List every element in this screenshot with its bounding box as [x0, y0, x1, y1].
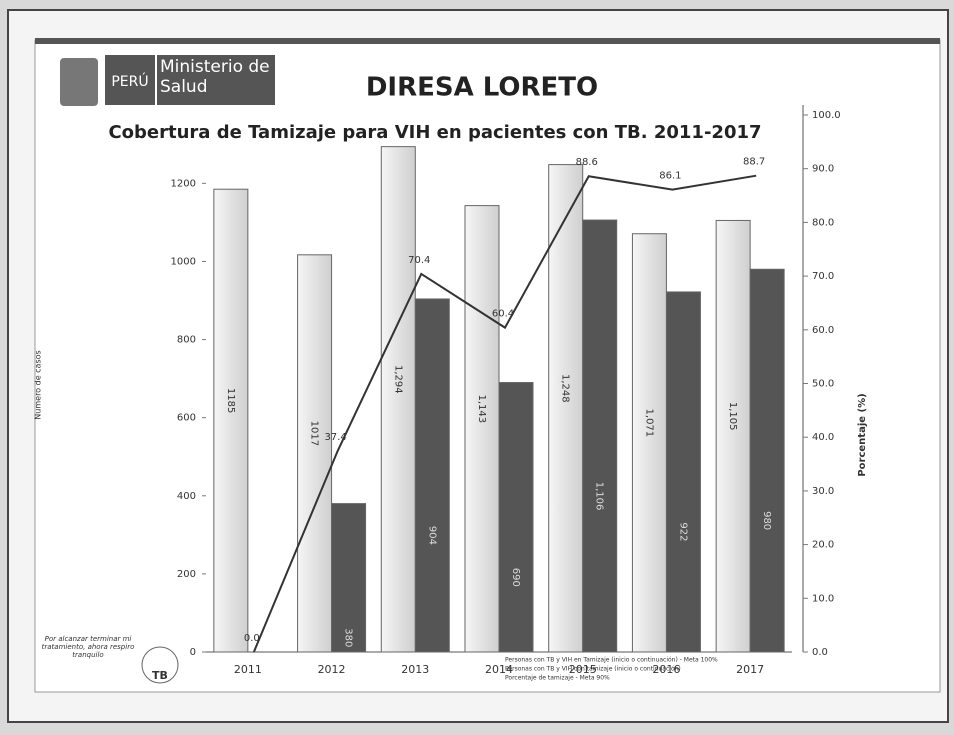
- bar: [716, 220, 750, 652]
- bar: [499, 383, 533, 652]
- y-axis-label: Numero de casos: [34, 350, 43, 419]
- bar-value-label: 1,294: [392, 365, 403, 394]
- y2-tick-label: 100.0: [812, 110, 841, 121]
- y2-tick-label: 40.0: [812, 432, 834, 443]
- bar: [415, 299, 449, 652]
- bar-value-label: 1017: [309, 421, 320, 446]
- y-tick-label: 1000: [171, 256, 196, 267]
- legend-entry: Personas con TB y VIH con tamizaje (inic…: [505, 666, 681, 673]
- y2-axis-label: Porcentaje (%): [857, 393, 868, 476]
- bar: [214, 189, 248, 652]
- y2-tick-label: 30.0: [812, 486, 834, 497]
- y-tick-label: 600: [177, 413, 196, 424]
- slide-top-band: [35, 38, 940, 44]
- bar: [465, 206, 499, 652]
- bar: [632, 234, 666, 652]
- bar-value-label: 904: [426, 526, 437, 545]
- y2-tick-label: 10.0: [812, 593, 834, 604]
- legend-entry: Personas con TB y VIH en Tamizaje (inici…: [505, 657, 718, 664]
- legend-entry: Porcentaje de tamizaje - Meta 90%: [505, 675, 610, 682]
- y2-tick-label: 20.0: [812, 540, 834, 551]
- y-tick-label: 800: [177, 335, 196, 346]
- slogan-box: Por alcanzar terminar mi tratamiento, ah…: [38, 635, 138, 685]
- bar-value-label: 1,105: [727, 402, 738, 431]
- bar-value-label: 1185: [225, 388, 236, 413]
- bar: [583, 220, 617, 652]
- y-tick-label: 400: [177, 491, 196, 502]
- bar: [298, 255, 332, 652]
- y-tick-label: 0: [190, 647, 196, 658]
- bar-value-label: 922: [677, 522, 688, 541]
- x-tick-label: 2012: [318, 663, 346, 676]
- y2-tick-label: 0.0: [812, 647, 828, 658]
- bar-value-label: 380: [343, 628, 354, 647]
- coat-of-arms: [60, 58, 98, 106]
- x-tick-label: 2011: [234, 663, 262, 676]
- bar-value-label: 980: [761, 511, 772, 530]
- bar-value-label: 1,248: [560, 374, 571, 403]
- y2-tick-label: 60.0: [812, 325, 834, 336]
- peru-label: PERÚ: [111, 72, 148, 90]
- line-value-label: 86.1: [659, 171, 681, 182]
- bar-value-label: 1,071: [643, 409, 654, 438]
- ministry-box: Ministerio de Salud: [160, 57, 274, 105]
- ministry-label: Ministerio de Salud: [160, 57, 274, 97]
- x-tick-label: 2013: [401, 663, 429, 676]
- x-tick-label: 2017: [736, 663, 764, 676]
- y2-tick-label: 90.0: [812, 164, 834, 175]
- slogan: Por alcanzar terminar mi tratamiento, ah…: [38, 635, 138, 659]
- bar-value-label: 690: [510, 568, 521, 587]
- bar: [750, 269, 784, 652]
- page: {"header": {"country": "PERÚ", "ministry…: [0, 0, 954, 731]
- chart-title: Cobertura de Tamizaje para VIH en pacien…: [108, 122, 761, 143]
- y-tick-label: 200: [177, 569, 196, 580]
- bar-value-label: 1,106: [594, 482, 605, 511]
- slide-photo: PERÚ Ministerio de Salud DIRESA LORETO C…: [0, 0, 954, 731]
- y-tick-label: 1200: [171, 178, 196, 189]
- bar: [666, 292, 700, 652]
- slide-title: DIRESA LORETO: [366, 73, 598, 103]
- line-value-label: 88.6: [576, 157, 598, 168]
- bar: [381, 147, 415, 652]
- line-value-label: 70.4: [408, 255, 430, 266]
- y2-tick-label: 80.0: [812, 217, 834, 228]
- y2-tick-label: 70.0: [812, 271, 834, 282]
- y2-tick-label: 50.0: [812, 379, 834, 390]
- bar-value-label: 1,143: [476, 394, 487, 423]
- line-value-label: 88.7: [743, 157, 765, 168]
- tb-logo-label: TB: [152, 669, 168, 682]
